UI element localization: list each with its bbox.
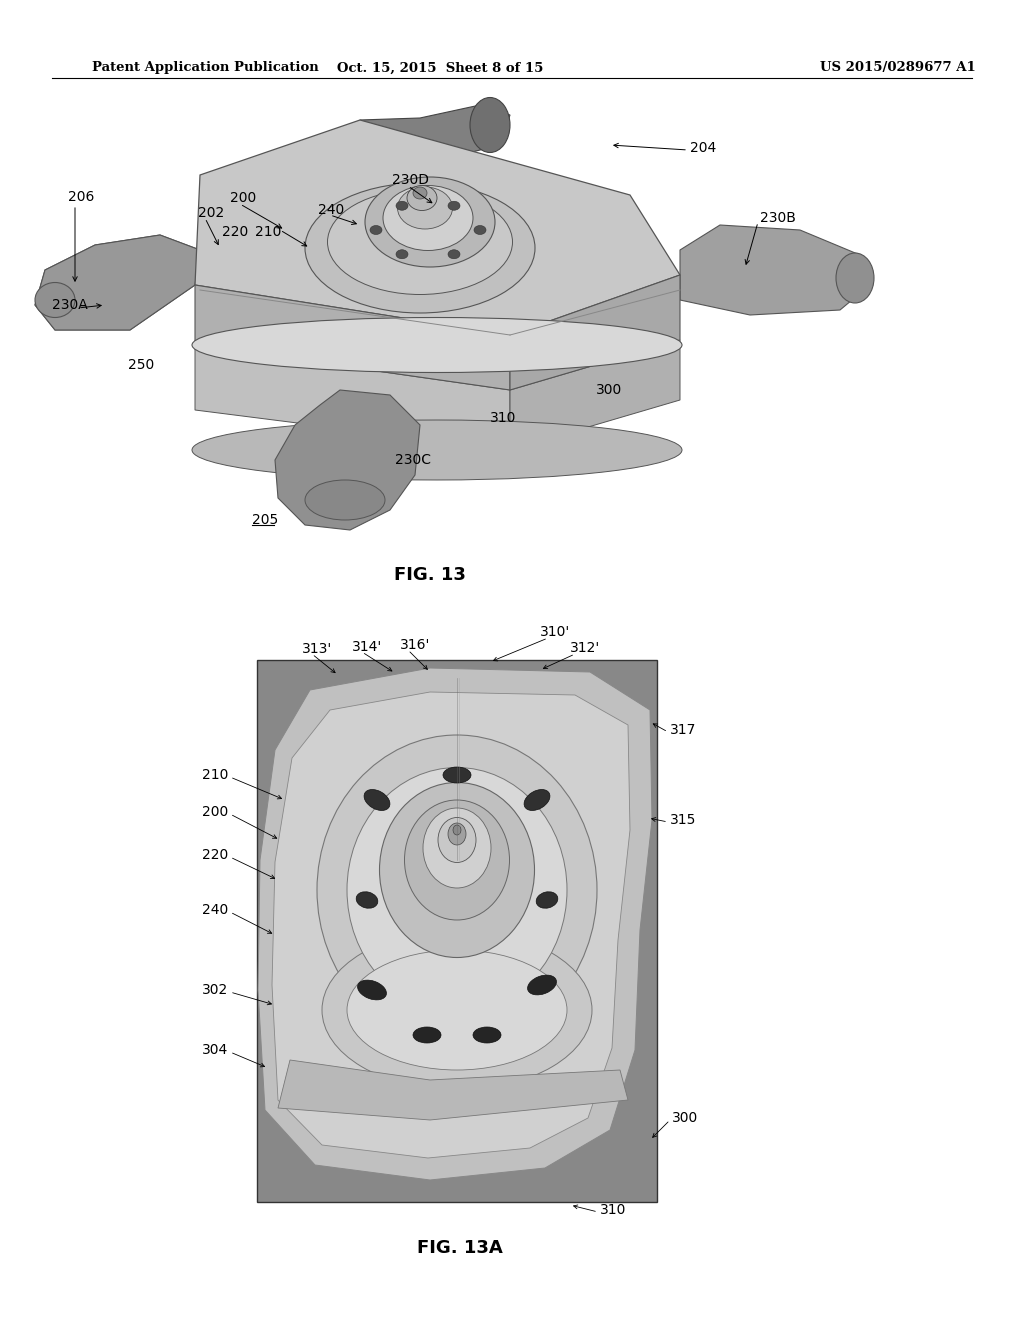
Ellipse shape: [438, 817, 476, 862]
Ellipse shape: [470, 98, 510, 153]
Ellipse shape: [453, 825, 461, 836]
Ellipse shape: [365, 177, 495, 267]
Ellipse shape: [474, 226, 486, 235]
Text: 210: 210: [255, 224, 282, 239]
Text: 206: 206: [68, 190, 94, 205]
Polygon shape: [195, 120, 680, 335]
Ellipse shape: [397, 187, 453, 228]
Ellipse shape: [347, 767, 567, 1012]
Ellipse shape: [413, 187, 427, 199]
Ellipse shape: [305, 183, 535, 313]
Ellipse shape: [328, 190, 512, 294]
Ellipse shape: [193, 318, 682, 372]
Ellipse shape: [396, 249, 408, 259]
Polygon shape: [360, 106, 510, 154]
Text: 314': 314': [352, 640, 382, 653]
Text: Patent Application Publication: Patent Application Publication: [92, 62, 318, 74]
Ellipse shape: [383, 186, 473, 251]
Text: 230B: 230B: [760, 211, 796, 224]
Ellipse shape: [473, 1027, 501, 1043]
Polygon shape: [680, 224, 870, 315]
Text: FIG. 13A: FIG. 13A: [417, 1239, 503, 1257]
Text: 200: 200: [230, 191, 256, 205]
Text: 315: 315: [670, 813, 696, 828]
Polygon shape: [195, 345, 510, 450]
Text: 202: 202: [198, 206, 224, 220]
Ellipse shape: [413, 1027, 441, 1043]
Text: 230C: 230C: [395, 453, 431, 467]
Ellipse shape: [365, 789, 390, 810]
Text: 250: 250: [128, 358, 155, 372]
Text: 240: 240: [318, 203, 344, 216]
Ellipse shape: [322, 931, 592, 1090]
Polygon shape: [258, 668, 652, 1180]
Text: US 2015/0289677 A1: US 2015/0289677 A1: [820, 62, 976, 74]
Ellipse shape: [305, 480, 385, 520]
Text: 220: 220: [202, 847, 228, 862]
Text: 316': 316': [400, 638, 430, 652]
Polygon shape: [510, 275, 680, 389]
Polygon shape: [275, 389, 420, 531]
Text: 230A: 230A: [52, 298, 88, 312]
Ellipse shape: [357, 981, 386, 999]
Ellipse shape: [449, 822, 466, 845]
Ellipse shape: [443, 767, 471, 783]
Ellipse shape: [317, 735, 597, 1045]
Ellipse shape: [347, 950, 567, 1071]
Text: 310: 310: [600, 1203, 627, 1217]
Text: 205: 205: [252, 513, 279, 527]
Ellipse shape: [370, 226, 382, 235]
Polygon shape: [272, 692, 630, 1158]
Ellipse shape: [537, 892, 558, 908]
Text: 312': 312': [570, 642, 600, 655]
Text: FIG. 13: FIG. 13: [394, 566, 466, 583]
Text: Oct. 15, 2015  Sheet 8 of 15: Oct. 15, 2015 Sheet 8 of 15: [337, 62, 543, 74]
Polygon shape: [510, 341, 680, 450]
Ellipse shape: [449, 249, 460, 259]
Polygon shape: [35, 235, 200, 330]
Ellipse shape: [527, 975, 556, 995]
Text: 304: 304: [202, 1043, 228, 1057]
Polygon shape: [195, 285, 510, 389]
Ellipse shape: [524, 789, 550, 810]
Polygon shape: [278, 1060, 628, 1119]
Text: 220: 220: [222, 224, 248, 239]
Text: 302: 302: [202, 983, 228, 997]
Polygon shape: [35, 235, 200, 330]
Text: 310: 310: [490, 411, 516, 425]
Ellipse shape: [407, 186, 437, 210]
Text: 210: 210: [202, 768, 228, 781]
Ellipse shape: [380, 783, 535, 957]
Text: 204: 204: [690, 141, 716, 154]
Text: 300: 300: [596, 383, 623, 397]
Ellipse shape: [356, 892, 378, 908]
Text: 200: 200: [202, 805, 228, 818]
Ellipse shape: [193, 420, 682, 480]
Bar: [257, 660, 657, 1203]
Text: 313': 313': [302, 642, 332, 656]
Ellipse shape: [404, 800, 510, 920]
Text: 300: 300: [672, 1111, 698, 1125]
Ellipse shape: [449, 201, 460, 210]
Ellipse shape: [35, 282, 75, 318]
Ellipse shape: [396, 201, 408, 210]
Text: 240: 240: [202, 903, 228, 917]
Ellipse shape: [423, 808, 490, 888]
Ellipse shape: [836, 253, 874, 304]
Text: 230D: 230D: [392, 173, 429, 187]
Text: 310': 310': [540, 624, 570, 639]
Text: 317: 317: [670, 723, 696, 737]
